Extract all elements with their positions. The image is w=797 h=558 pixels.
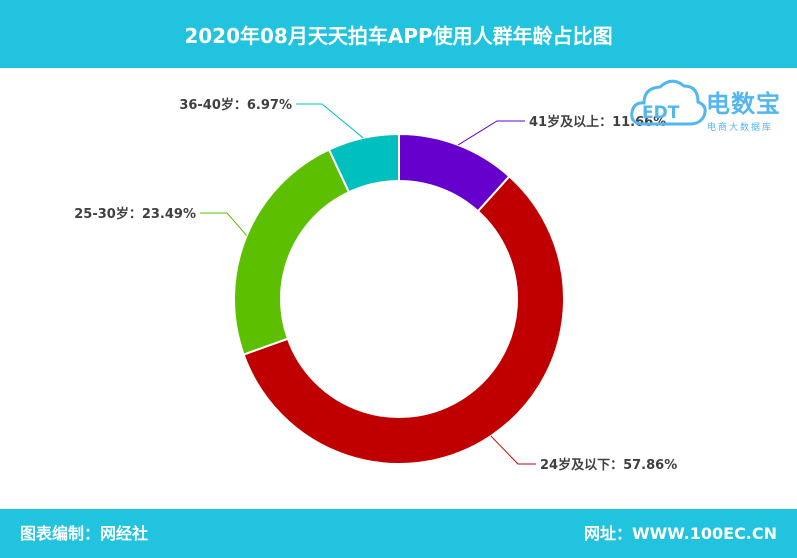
leader-line-3	[200, 212, 248, 236]
donut-chart: 41岁及以上：11.66%24岁及以下：57.86%25-30岁：23.49%3…	[74, 97, 677, 473]
leader-line-1	[457, 120, 525, 146]
logo-subtitle: 电商大数据库	[707, 123, 774, 133]
footer-url: 网址：WWW.100EC.CN	[583, 524, 777, 543]
title-bar: 2020年08月天天拍车APP使用人群年龄占比图	[0, 0, 797, 68]
logo-name: 电数宝	[706, 90, 781, 118]
chart-title: 2020年08月天天拍车APP使用人群年龄占比图	[184, 23, 613, 48]
logo-mark-text: EDT	[642, 103, 680, 123]
donut-slice-4	[327, 132, 400, 194]
logo: EDT 电数宝 电商大数据库	[628, 72, 793, 136]
donut-slice-3	[233, 148, 351, 356]
cloud-logo-icon: EDT	[630, 79, 707, 126]
data-label-3: 25-30岁：23.49%	[74, 206, 196, 222]
footer-bar: 图表编制：网经社 网址：WWW.100EC.CN	[0, 509, 797, 558]
donut-slice-2	[242, 174, 565, 465]
leader-line-2	[490, 435, 536, 465]
data-label-2: 24岁及以下：57.86%	[540, 457, 677, 473]
footer-credit: 图表编制：网经社	[20, 524, 149, 543]
leader-line-4	[296, 103, 364, 139]
data-label-4: 36-40岁：6.97%	[179, 97, 292, 113]
